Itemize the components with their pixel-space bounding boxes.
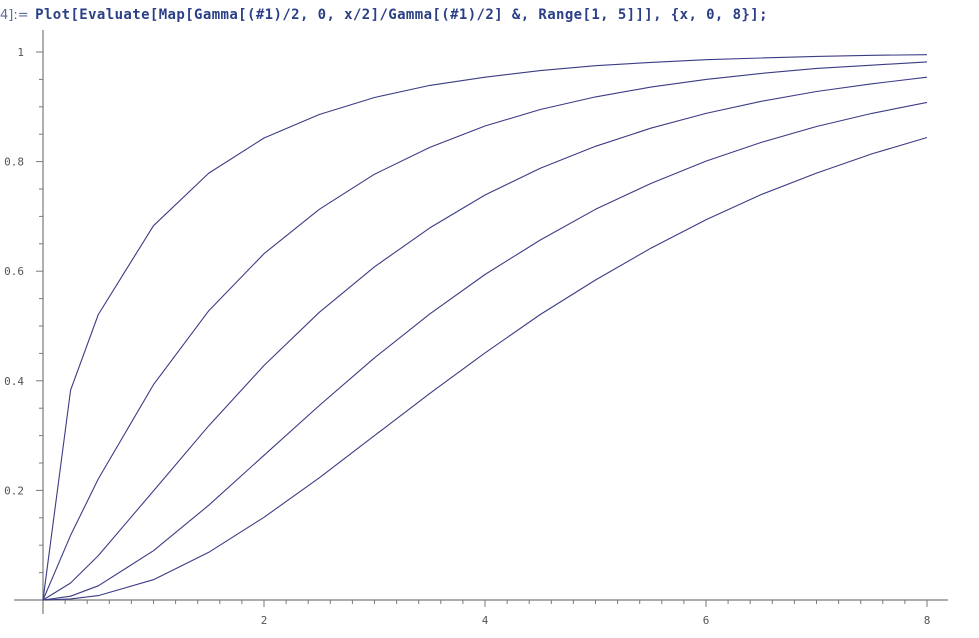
x-tick-label: 8 [924, 614, 931, 627]
y-tick-label: 1 [17, 46, 24, 59]
y-tick-label: 0.4 [4, 375, 24, 388]
series-line-3 [42, 76, 928, 601]
x-ticks: 2 4 6 8 [64, 600, 931, 627]
series-line-4 [42, 101, 928, 601]
series-line-2 [42, 61, 928, 601]
y-ticks: 0.2 0.4 0.6 0.8 1 [4, 46, 43, 574]
x-tick-label: 2 [261, 614, 268, 627]
cell-label: 4]:= [0, 8, 29, 23]
series-group [42, 54, 928, 601]
series-line-1 [42, 54, 928, 601]
series-line-5 [42, 136, 928, 601]
y-tick-label: 0.6 [4, 265, 24, 278]
x-tick-label: 6 [703, 614, 710, 627]
y-tick-label: 0.2 [4, 484, 24, 497]
input-code[interactable]: Plot[Evaluate[Map[Gamma[(#1)/2, 0, x/2]/… [35, 7, 768, 23]
y-tick-label: 0.8 [4, 156, 24, 169]
x-tick-label: 4 [482, 614, 489, 627]
input-cell[interactable]: 4]:= Plot[Evaluate[Map[Gamma[(#1)/2, 0, … [0, 4, 768, 26]
